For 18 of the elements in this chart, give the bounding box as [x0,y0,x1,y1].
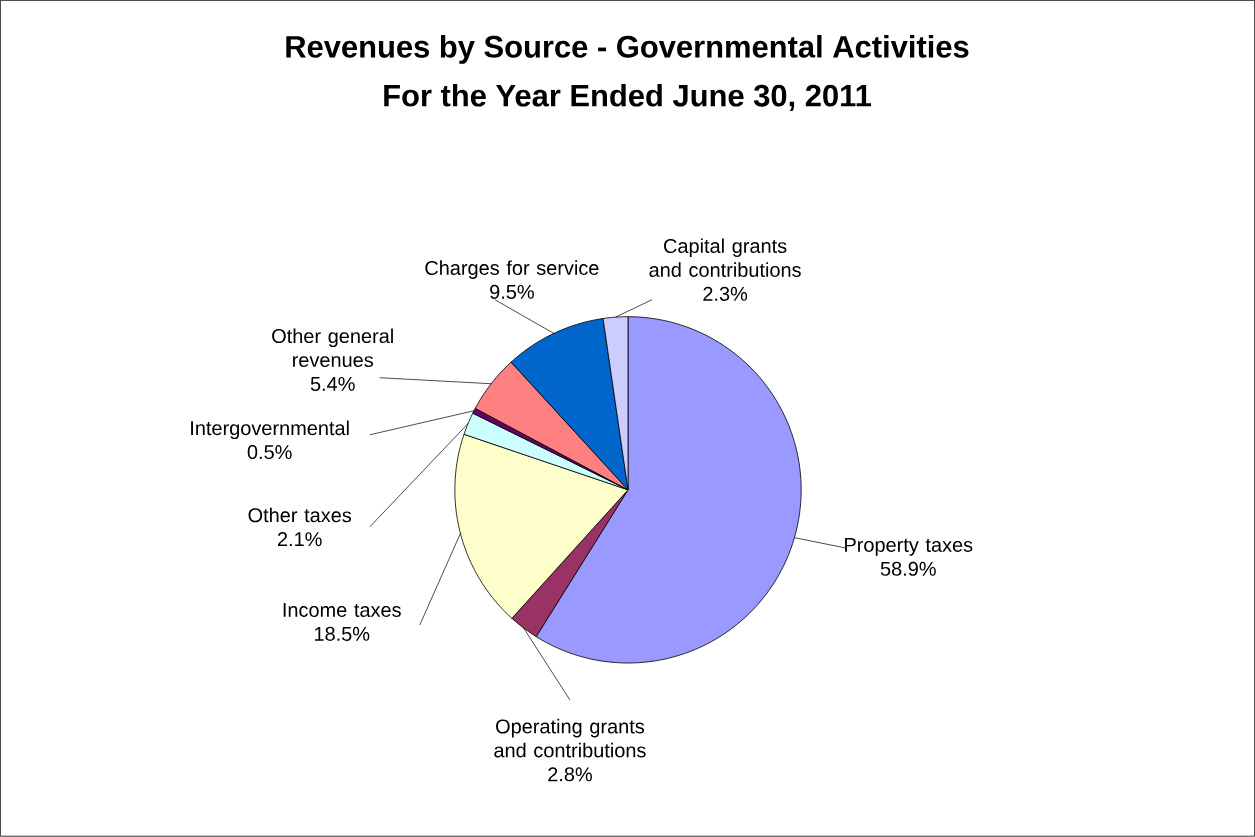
slice-label: Charges for service [425,260,599,280]
data-label: 2.8% [548,767,592,782]
slice-label: Income taxes [283,603,401,618]
slice-label: Operating grants and contributions [494,719,646,758]
data-label: 18.5% [314,627,370,642]
data-label: 0.5% [247,445,292,460]
slice-label: Property taxes [845,538,973,557]
data-label: 2.1% [277,532,322,547]
slice-label: Other general revenues [272,328,393,368]
slice-label: Intergovernmental [191,420,349,440]
data-label: 58.9% [880,561,936,577]
slice-label: Capital grants and contributions [649,238,801,278]
chart-title: Revenues by Source - Governmental Activities [286,35,969,65]
data-label: 2.3% [703,286,748,302]
chart-subtitle: For the Year Ended June 30, 2011 [384,84,871,112]
data-label: 9.5% [490,285,534,300]
slice-label: Other taxes [248,507,352,523]
data-label: 5.4% [310,377,355,392]
